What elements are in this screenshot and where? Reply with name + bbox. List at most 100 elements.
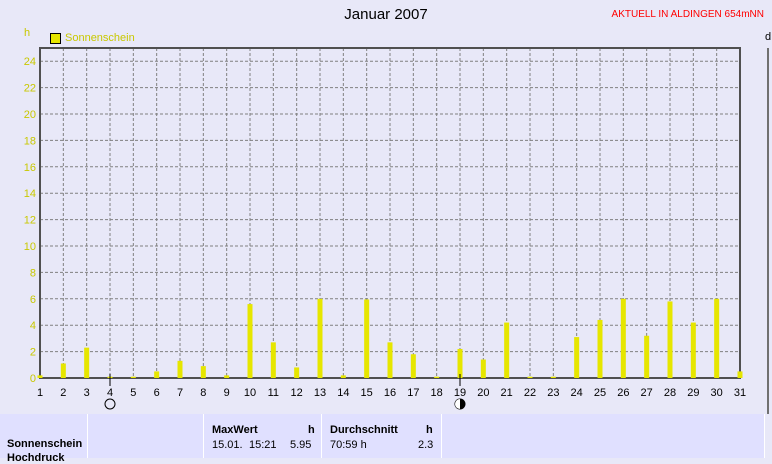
x-tick-label: 28 bbox=[664, 387, 676, 399]
full-moon-icon bbox=[104, 398, 116, 410]
sunshine-bar bbox=[620, 298, 626, 378]
x-tick-label: 25 bbox=[594, 387, 606, 399]
sunshine-bar bbox=[60, 363, 66, 378]
summary-max-cell: MaxWert h 15.01. 15:21 5.95 bbox=[204, 414, 322, 458]
y-tick-label: 8 bbox=[30, 267, 36, 279]
avg-value: 2.3 bbox=[418, 439, 434, 451]
max-value: 5.95 bbox=[290, 439, 312, 451]
x-tick-label: 7 bbox=[177, 387, 183, 399]
y-tick-label: 22 bbox=[24, 83, 36, 95]
sunshine-bar bbox=[574, 337, 580, 378]
summary-spare-cell bbox=[442, 414, 765, 458]
summary-avg-cell: Durchschnitt h 70:59 h 2.3 bbox=[322, 414, 442, 458]
x-tick-label: 24 bbox=[571, 387, 583, 399]
x-tick-label: 6 bbox=[154, 387, 160, 399]
summary-row-label: Sonnenschein bbox=[7, 438, 83, 450]
x-tick-label: 31 bbox=[734, 387, 746, 399]
new-moon-highlight bbox=[455, 399, 460, 409]
sunshine-bar bbox=[200, 366, 206, 378]
sunshine-bar bbox=[434, 376, 440, 378]
sunshine-bar bbox=[457, 348, 463, 378]
sunshine-bar bbox=[480, 359, 486, 378]
sunshine-bar bbox=[177, 360, 183, 378]
x-tick-label: 14 bbox=[337, 387, 349, 399]
x-tick-label: 20 bbox=[477, 387, 489, 399]
y-tick-label: 12 bbox=[24, 215, 36, 227]
x-tick-label: 12 bbox=[291, 387, 303, 399]
y-tick-label: 10 bbox=[24, 241, 36, 253]
x-tick-label: 22 bbox=[524, 387, 536, 399]
y-tick-label: 6 bbox=[30, 294, 36, 306]
y-axis-unit: h bbox=[24, 27, 31, 39]
x-tick-label: 1 bbox=[37, 387, 43, 399]
sunshine-bar bbox=[247, 304, 253, 378]
x-tick-label: 19 bbox=[454, 387, 466, 399]
sunshine-bar bbox=[270, 342, 276, 378]
y-tick-label: 20 bbox=[24, 109, 36, 121]
x-tick-label: 8 bbox=[200, 387, 206, 399]
x-tick-label: 13 bbox=[314, 387, 326, 399]
sunshine-bar bbox=[527, 376, 533, 378]
sunshine-bar bbox=[317, 298, 323, 378]
y-tick-label: 18 bbox=[24, 135, 36, 147]
station-label: AKTUELL IN ALDINGEN 654mNN bbox=[611, 9, 764, 20]
sunshine-bar bbox=[130, 376, 136, 378]
y-tick-label: 2 bbox=[30, 347, 36, 359]
sunshine-bar bbox=[504, 322, 510, 378]
x-tick-label: 16 bbox=[384, 387, 396, 399]
max-header: MaxWert bbox=[212, 424, 258, 436]
x-tick-label: 18 bbox=[431, 387, 443, 399]
sunshine-bar bbox=[550, 376, 556, 378]
avg-unit: h bbox=[426, 424, 433, 436]
avg-header: Durchschnitt bbox=[330, 424, 398, 436]
sunshine-bar bbox=[690, 322, 696, 378]
chart-title: Januar 2007 bbox=[344, 6, 428, 23]
legend-label: Sonnenschein bbox=[65, 32, 135, 44]
x-tick-label: 4 bbox=[107, 387, 113, 399]
max-unit: h bbox=[308, 424, 315, 436]
sunshine-bar bbox=[84, 347, 90, 378]
sunshine-bar bbox=[37, 375, 43, 378]
sunshine-bar bbox=[644, 335, 650, 378]
sunshine-bar bbox=[667, 301, 673, 378]
x-tick-label: 3 bbox=[84, 387, 90, 399]
sunshine-bar bbox=[737, 371, 743, 378]
sunshine-bar bbox=[294, 367, 300, 378]
x-tick-label: 9 bbox=[224, 387, 230, 399]
sunshine-bar bbox=[410, 354, 416, 378]
x-tick-label: 27 bbox=[641, 387, 653, 399]
summary-label-cell: Sonnenschein Hochdruck bbox=[0, 414, 88, 464]
sunshine-bar bbox=[340, 375, 346, 378]
x-tick-label: 23 bbox=[547, 387, 559, 399]
y-tick-label: 4 bbox=[30, 320, 36, 332]
x-tick-label: 30 bbox=[711, 387, 723, 399]
x-tick-label: 29 bbox=[687, 387, 699, 399]
avg-total: 70:59 h bbox=[330, 439, 367, 451]
x-tick-label: 17 bbox=[407, 387, 419, 399]
sunshine-bar bbox=[154, 371, 160, 378]
max-time: 15:21 bbox=[249, 439, 277, 451]
sunshine-bar bbox=[597, 319, 603, 378]
x-tick-label: 5 bbox=[130, 387, 136, 399]
x-tick-label: 11 bbox=[268, 387, 279, 399]
summary-row-label-2: Hochdruck bbox=[7, 452, 65, 464]
legend: Sonnenschein bbox=[50, 32, 135, 44]
summary-empty-cell bbox=[88, 414, 204, 458]
legend-swatch bbox=[50, 32, 61, 44]
summary-table: Sonnenschein Hochdruck MaxWert h 15.01. … bbox=[0, 414, 765, 464]
x-tick-label: 26 bbox=[617, 387, 629, 399]
y-tick-label: 14 bbox=[24, 188, 36, 200]
sunshine-bar bbox=[387, 342, 393, 378]
right-axis-unit: d bbox=[765, 31, 772, 43]
y-tick-label: 16 bbox=[24, 162, 36, 174]
x-tick-label: 2 bbox=[60, 387, 66, 399]
sunshine-bar bbox=[224, 375, 230, 378]
sunshine-bar bbox=[714, 298, 720, 378]
x-tick-label: 21 bbox=[501, 387, 513, 399]
sunshine-bar bbox=[364, 299, 370, 378]
x-tick-label: 15 bbox=[361, 387, 373, 399]
max-date: 15.01. bbox=[212, 439, 243, 451]
y-tick-label: 24 bbox=[24, 56, 36, 68]
x-tick-label: 10 bbox=[244, 387, 256, 399]
